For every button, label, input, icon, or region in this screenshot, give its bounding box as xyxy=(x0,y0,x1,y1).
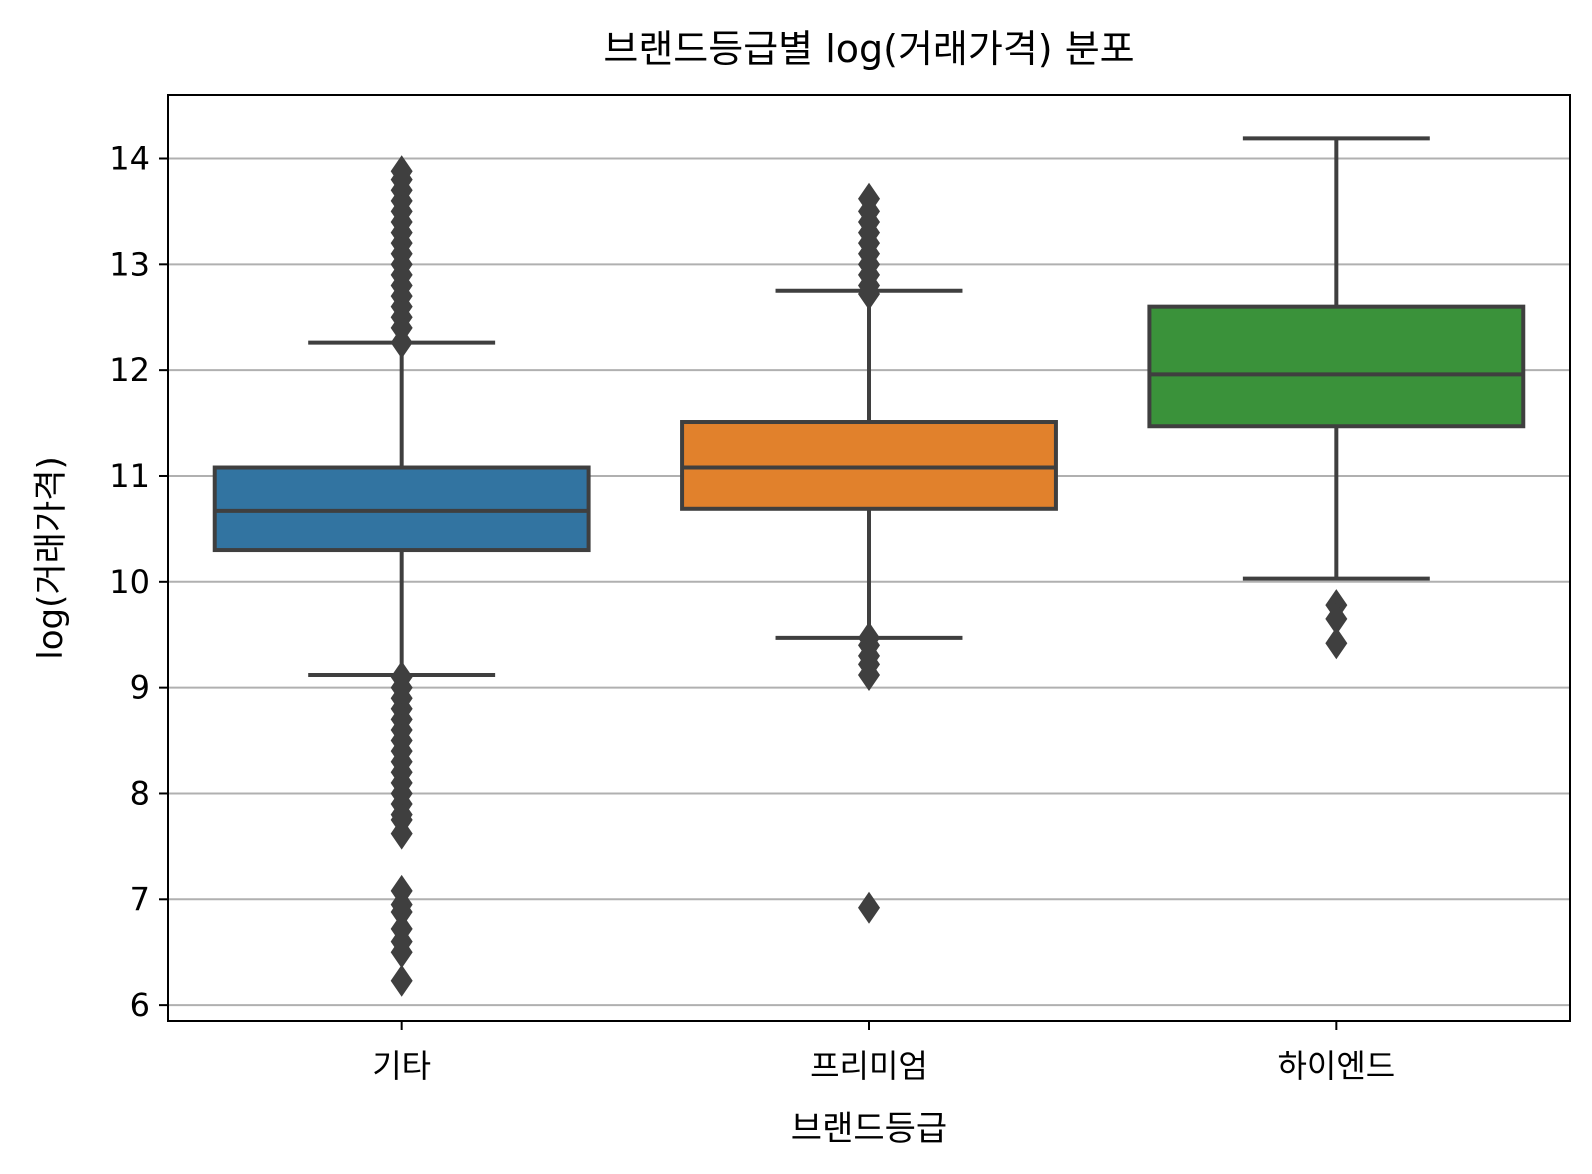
y-tick-label: 12 xyxy=(109,351,150,389)
x-tick-label: 하이엔드 xyxy=(1277,1047,1395,1085)
y-tick-label: 11 xyxy=(109,457,150,495)
iqr-box xyxy=(680,420,1058,511)
y-tick-label: 13 xyxy=(109,245,150,283)
x-tick-label: 기타 xyxy=(372,1047,431,1085)
box-2 xyxy=(680,182,1058,924)
y-tick-label: 10 xyxy=(109,563,150,601)
iqr-box xyxy=(212,465,591,553)
outlier-point xyxy=(858,891,880,924)
outlier-point xyxy=(1325,602,1348,635)
x-axis-ticks: 기타 프리미엄 하이엔드 xyxy=(372,1021,1395,1085)
outlier-point xyxy=(1325,627,1348,660)
outlier-point xyxy=(390,817,413,850)
y-tick-label: 7 xyxy=(130,880,150,918)
chart-title: 브랜드등급별 log(거래가격) 분포 xyxy=(603,27,1134,71)
y-tick-label: 14 xyxy=(109,139,150,177)
outlier-point xyxy=(390,936,413,969)
outlier-point xyxy=(858,182,880,215)
outlier-point xyxy=(390,155,413,188)
outlier-point xyxy=(858,658,880,691)
box-3 xyxy=(1147,136,1526,660)
y-axis-label: log(거래가격) xyxy=(31,456,71,659)
y-tick-label: 8 xyxy=(130,774,150,812)
boxes-group xyxy=(212,136,1526,997)
x-tick-label: 프리미엄 xyxy=(810,1047,928,1085)
y-tick-label: 6 xyxy=(130,986,150,1024)
box-1 xyxy=(212,155,591,997)
x-axis-label: 브랜드등급 xyxy=(791,1109,947,1149)
outlier-point xyxy=(390,895,413,928)
outlier-point xyxy=(390,964,413,997)
y-axis-ticks: 6 7 8 9 10 11 12 13 14 xyxy=(109,139,168,1024)
y-tick-label: 9 xyxy=(130,669,150,707)
iqr-box xyxy=(1147,304,1526,429)
